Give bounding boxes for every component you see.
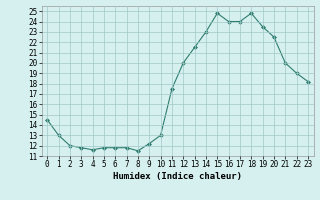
X-axis label: Humidex (Indice chaleur): Humidex (Indice chaleur): [113, 172, 242, 181]
